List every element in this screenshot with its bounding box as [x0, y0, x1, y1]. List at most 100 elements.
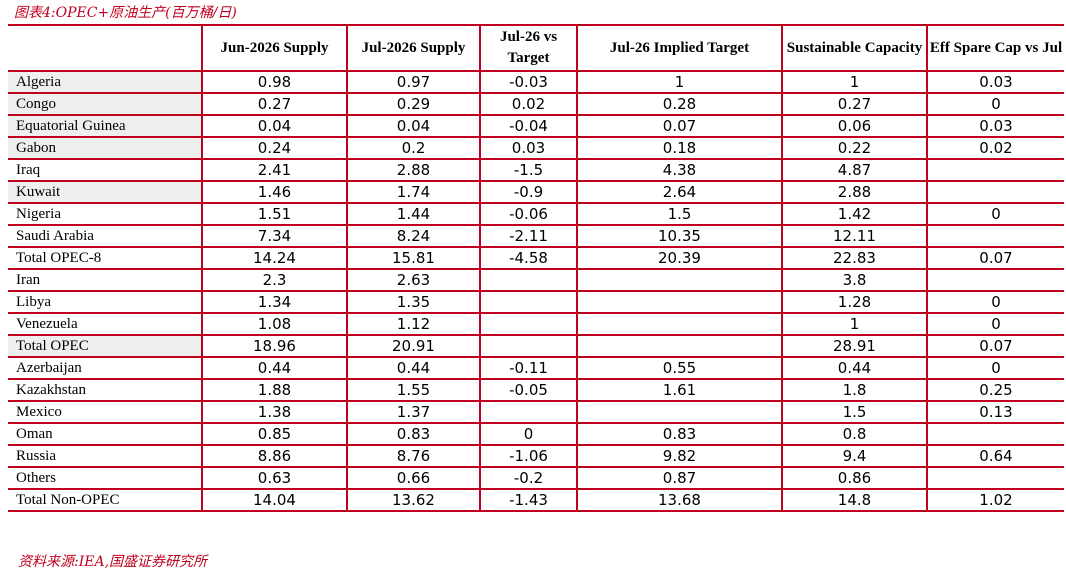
- row-label: Total OPEC: [8, 335, 202, 358]
- table-cell: 0.63: [201, 467, 347, 490]
- table-cell: 1.5: [781, 401, 927, 424]
- row-label: Saudi Arabia: [8, 225, 202, 248]
- table-row: Gabon 0.24 0.2 0.03 0.18 0.22 0.02: [8, 137, 1064, 160]
- row-label: Russia: [8, 445, 202, 468]
- table-cell: 0: [926, 203, 1064, 226]
- table-row: Kazakhstan 1.88 1.55 -0.05 1.61 1.8 0.25: [8, 379, 1064, 402]
- table-cell: [479, 269, 577, 292]
- row-label: Libya: [8, 291, 202, 314]
- table-cell: 20.39: [576, 247, 782, 270]
- table-row: Venezuela 1.08 1.12 1 0: [8, 313, 1064, 336]
- table-cell: 2.64: [576, 181, 782, 204]
- table-cell: -0.11: [479, 357, 577, 380]
- table-cell: 0.02: [479, 93, 577, 116]
- table-cell: 1.44: [346, 203, 480, 226]
- table-cell: 1.02: [926, 489, 1064, 512]
- table-cell: -0.9: [479, 181, 577, 204]
- table-cell: 0.27: [201, 93, 347, 116]
- table-cell: [926, 159, 1064, 182]
- table-cell: 0: [926, 357, 1064, 380]
- table-cell: 0.24: [201, 137, 347, 160]
- table-cell: 0.03: [479, 137, 577, 160]
- table-cell: 8.76: [346, 445, 480, 468]
- table-cell: 1.55: [346, 379, 480, 402]
- table-cell: 0.86: [781, 467, 927, 490]
- table-row: Total Non-OPEC 14.04 13.62 -1.43 13.68 14.8 1.…: [8, 489, 1064, 512]
- row-label: Gabon: [8, 137, 202, 160]
- table-cell: 0.13: [926, 401, 1064, 424]
- header-cell-country: [8, 24, 202, 72]
- table-cell: 0.07: [926, 247, 1064, 270]
- table-cell: 1.35: [346, 291, 480, 314]
- table-cell: 22.83: [781, 247, 927, 270]
- table-cell: 2.88: [346, 159, 480, 182]
- row-label: Congo: [8, 93, 202, 116]
- row-label: Kazakhstan: [8, 379, 202, 402]
- table-cell: -1.5: [479, 159, 577, 182]
- table-cell: 1.51: [201, 203, 347, 226]
- table-cell: 13.62: [346, 489, 480, 512]
- table-cell: 1.34: [201, 291, 347, 314]
- table-cell: 1: [576, 71, 782, 94]
- table-cell: 1.46: [201, 181, 347, 204]
- table-cell: 3.8: [781, 269, 927, 292]
- header-cell-jul-vs-target: Jul-26 vs Target: [479, 24, 577, 72]
- table-cell: 1.74: [346, 181, 480, 204]
- table-row: Iraq 2.41 2.88 -1.5 4.38 4.87: [8, 159, 1064, 182]
- row-label: Iran: [8, 269, 202, 292]
- table-cell: 12.11: [781, 225, 927, 248]
- table-cell: -2.11: [479, 225, 577, 248]
- table-cell: [926, 269, 1064, 292]
- header-cell-sustainable-capacity: Sustainable Capacity: [781, 24, 927, 72]
- table-cell: [576, 291, 782, 314]
- table-cell: -1.06: [479, 445, 577, 468]
- table-cell: 9.4: [781, 445, 927, 468]
- table-row: Equatorial Guinea 0.04 0.04 -0.04 0.07 0.06 0.…: [8, 115, 1064, 138]
- table-cell: [926, 181, 1064, 204]
- table-cell: 14.24: [201, 247, 347, 270]
- table-cell: 0.02: [926, 137, 1064, 160]
- table-cell: 2.41: [201, 159, 347, 182]
- row-label: Algeria: [8, 71, 202, 94]
- table-cell: 15.81: [346, 247, 480, 270]
- table-row: Nigeria 1.51 1.44 -0.06 1.5 1.42 0: [8, 203, 1064, 226]
- table-cell: 13.68: [576, 489, 782, 512]
- table-row: Mexico 1.38 1.37 1.5 0.13: [8, 401, 1064, 424]
- table-cell: 0.25: [926, 379, 1064, 402]
- table-cell: 1.28: [781, 291, 927, 314]
- table-cell: 1.38: [201, 401, 347, 424]
- table-cell: 1.08: [201, 313, 347, 336]
- table-row: Oman 0.85 0.83 0 0.83 0.8: [8, 423, 1064, 446]
- table-cell: 1.8: [781, 379, 927, 402]
- header-row: Jun-2026 Supply Jul-2026 Supply Jul-26 v…: [8, 24, 1064, 72]
- table-cell: [479, 291, 577, 314]
- table-cell: 0.44: [346, 357, 480, 380]
- header-cell-jul-supply: Jul-2026 Supply: [346, 24, 480, 72]
- table-cell: 0: [926, 93, 1064, 116]
- header-cell-implied-target: Jul-26 Implied Target: [576, 24, 782, 72]
- table-cell: 0.64: [926, 445, 1064, 468]
- table-cell: 0.04: [346, 115, 480, 138]
- table-cell: 4.38: [576, 159, 782, 182]
- table-cell: 0.55: [576, 357, 782, 380]
- table-cell: 7.34: [201, 225, 347, 248]
- table-cell: [576, 335, 782, 358]
- table-row: Russia 8.86 8.76 -1.06 9.82 9.4 0.64: [8, 445, 1064, 468]
- row-label: Iraq: [8, 159, 202, 182]
- table-cell: 1.88: [201, 379, 347, 402]
- table-cell: 8.86: [201, 445, 347, 468]
- row-label: Total Non-OPEC: [8, 489, 202, 512]
- table-cell: 1: [781, 71, 927, 94]
- table-row: Azerbaijan 0.44 0.44 -0.11 0.55 0.44 0: [8, 357, 1064, 380]
- table-row: Algeria 0.98 0.97 -0.03 1 1 0.03: [8, 71, 1064, 94]
- table-cell: 1.42: [781, 203, 927, 226]
- table-cell: 2.63: [346, 269, 480, 292]
- table-cell: -0.03: [479, 71, 577, 94]
- table-cell: 9.82: [576, 445, 782, 468]
- table-cell: 14.8: [781, 489, 927, 512]
- table-cell: 0.44: [201, 357, 347, 380]
- table-row: Total OPEC-8 14.24 15.81 -4.58 20.39 22.83 0.0…: [8, 247, 1064, 270]
- table-cell: 0.07: [576, 115, 782, 138]
- table-body: Algeria 0.98 0.97 -0.03 1 1 0.03 Congo 0.27 0.29 0…: [8, 71, 1064, 512]
- table-cell: 0.66: [346, 467, 480, 490]
